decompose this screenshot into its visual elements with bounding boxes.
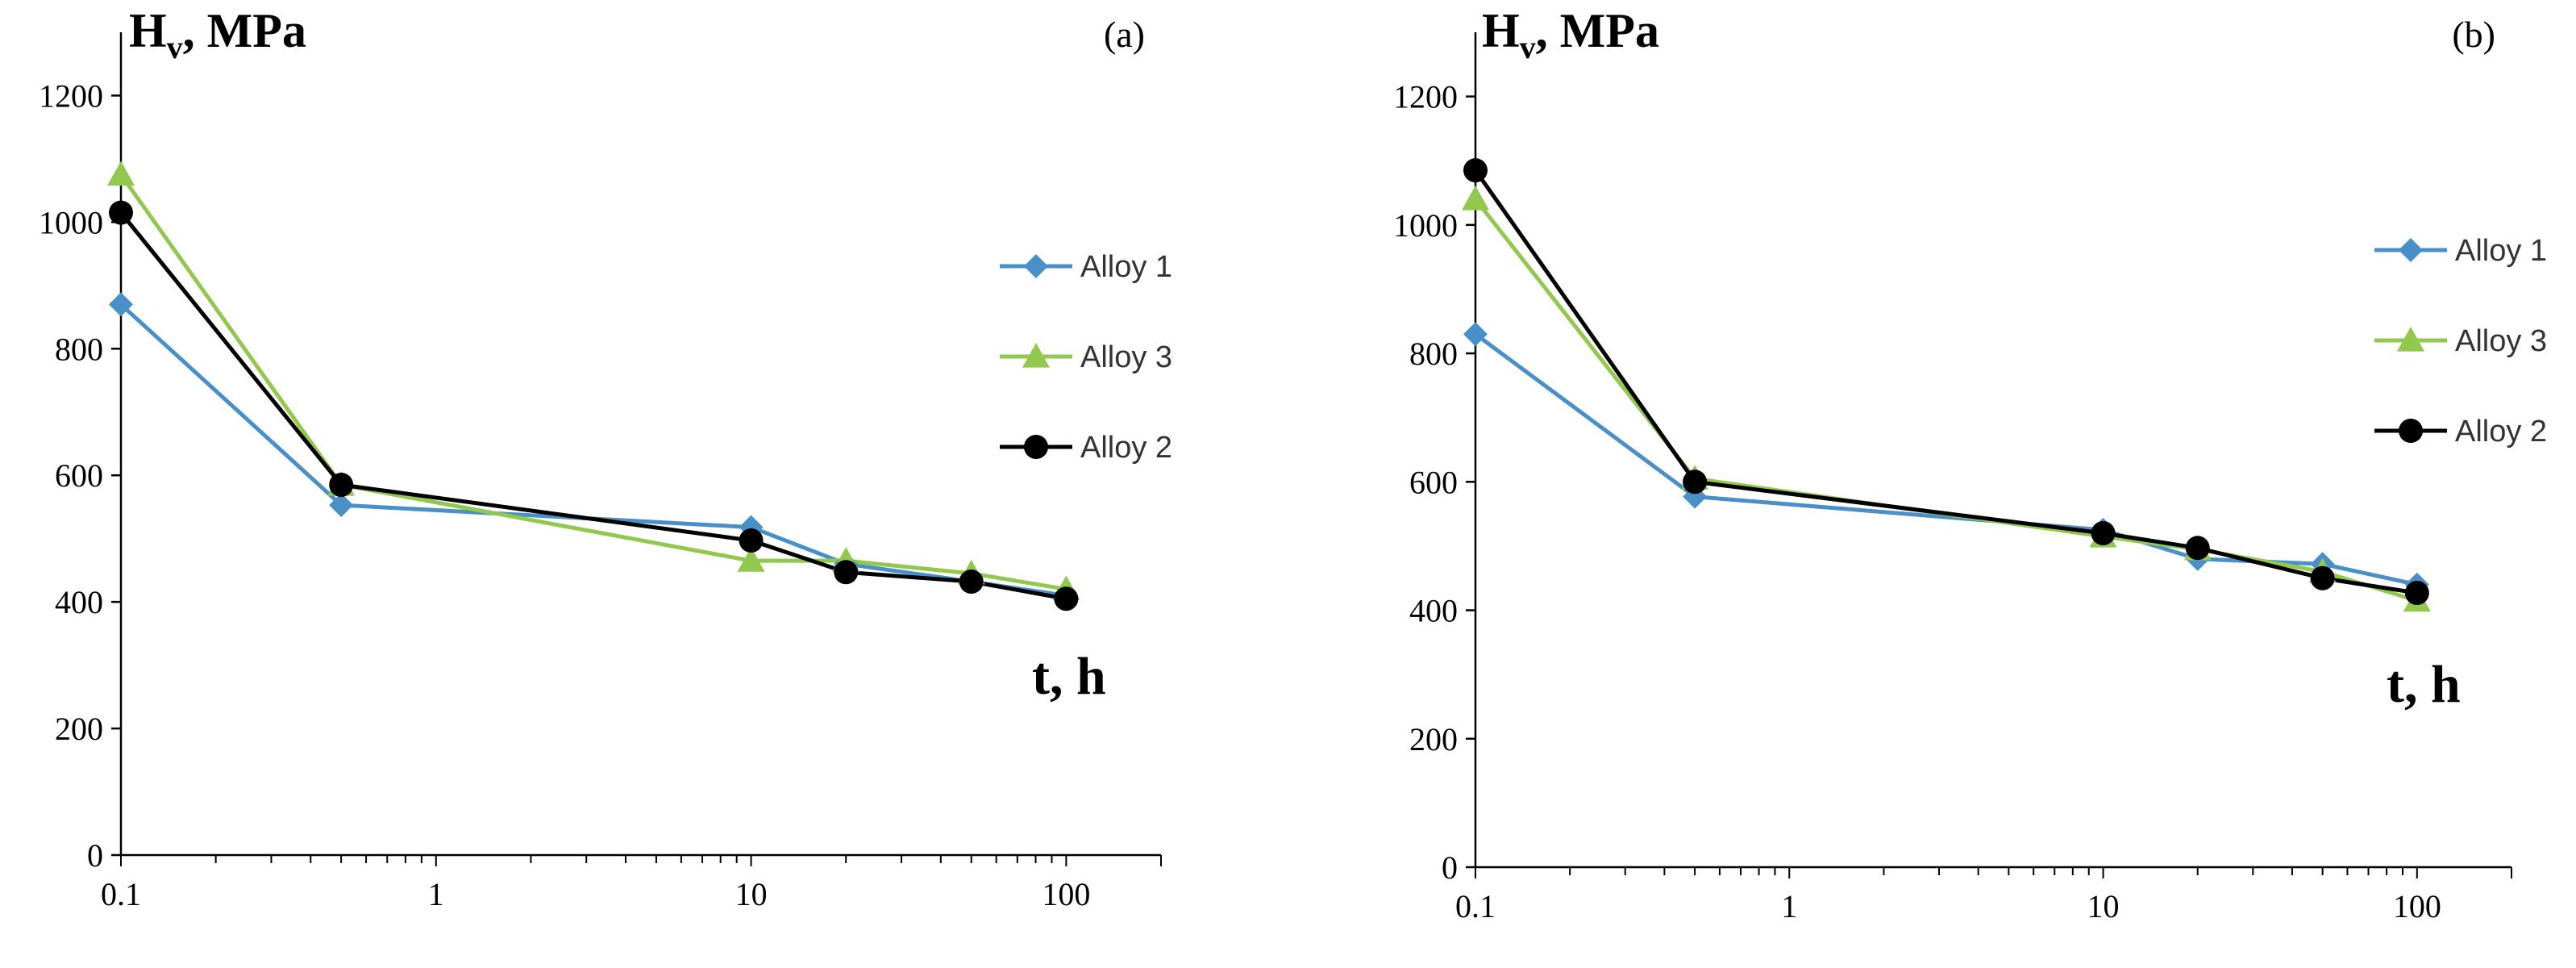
legend-label-alloy-1: Alloy 1 — [2455, 234, 2547, 268]
x-tick-label: 1 — [428, 876, 444, 912]
y-axis-label: Hv, MPa — [1482, 4, 1659, 65]
y-tick-label: 0 — [87, 837, 103, 874]
legend-marker-alloy-3 — [2397, 327, 2424, 352]
legend: Alloy 1 Alloy 3 Alloy 2 — [1000, 250, 1172, 465]
series-line-alloy-3 — [119, 173, 1067, 591]
x-tick-label: 100 — [1042, 876, 1090, 912]
data-point-alloy-2 — [2091, 521, 2116, 545]
data-point-alloy-2 — [1683, 469, 1708, 494]
data-point-alloy-3 — [107, 161, 135, 186]
y-tick-label: 400 — [1409, 593, 1458, 629]
y-tick-label: 1200 — [1393, 79, 1458, 115]
legend-marker-alloy-3 — [1022, 343, 1050, 368]
chart-panel-b: 0 200 400 600 800 1000 1200 0.1 1 10 100 Hv, MPa t, … — [1393, 4, 2547, 924]
x-tick-label: 100 — [2393, 888, 2441, 924]
y-axis-label-unit: , MPa — [183, 4, 306, 57]
data-point-alloy-2 — [329, 473, 354, 497]
legend-marker-alloy-1 — [1024, 254, 1048, 278]
y-tick-label: 200 — [55, 711, 103, 747]
data-point-alloy-2 — [959, 570, 984, 595]
data-point-alloy-2 — [739, 528, 764, 553]
y-tick-label: 800 — [55, 331, 103, 367]
data-point-alloy-2 — [109, 200, 133, 225]
data-point-alloy-1 — [329, 493, 354, 518]
data-point-alloy-2 — [1054, 586, 1079, 611]
legend-marker-alloy-1 — [2399, 238, 2423, 262]
data-point-alloy-3 — [1462, 186, 1489, 211]
series-line-alloy-2 — [119, 211, 1067, 601]
data-point-alloy-2 — [1463, 158, 1488, 183]
data-point-alloy-2 — [2310, 565, 2335, 590]
x-tick-label: 10 — [2087, 888, 2120, 924]
data-point-alloy-3 — [737, 547, 765, 572]
x-tick-label: 0.1 — [1455, 888, 1496, 924]
panel-label: (a) — [1104, 14, 1145, 55]
y-axis-label-main: H — [1482, 4, 1520, 57]
legend-label-alloy-3: Alloy 3 — [1080, 340, 1172, 374]
y-axis-label-sub: v — [167, 29, 183, 65]
series-line-alloy-2 — [1473, 169, 2418, 595]
x-axis-label: t, h — [1032, 647, 1106, 706]
series-line-alloy-3 — [1474, 198, 2418, 603]
series-line-alloy-1 — [119, 302, 1067, 598]
y-tick-label: 600 — [1409, 464, 1458, 500]
y-axis-label-main: H — [129, 4, 167, 57]
y-axis-label: Hv, MPa — [129, 4, 306, 65]
y-tick-label: 800 — [1409, 336, 1458, 372]
y-tick-label: 400 — [55, 584, 103, 620]
y-tick-label: 200 — [1409, 721, 1458, 757]
data-point-alloy-2 — [834, 560, 859, 585]
panel-label: (b) — [2452, 14, 2495, 55]
data-point-alloy-2 — [2185, 536, 2210, 561]
x-tick-label: 0.1 — [101, 876, 141, 912]
y-tick-label: 1000 — [1393, 207, 1458, 244]
y-axis-label-sub: v — [1520, 29, 1536, 65]
x-tick-label: 10 — [735, 876, 768, 912]
y-tick-label: 1200 — [39, 77, 103, 114]
x-axis-label: t, h — [2387, 655, 2461, 714]
y-tick-label: 600 — [55, 457, 103, 494]
y-tick-label: 1000 — [39, 204, 103, 240]
legend-label-alloy-2: Alloy 2 — [1080, 431, 1172, 465]
data-point-alloy-2 — [2404, 581, 2429, 606]
legend-label-alloy-1: Alloy 1 — [1080, 250, 1172, 284]
y-axis-label-unit: , MPa — [1536, 4, 1659, 57]
legend-label-alloy-3: Alloy 3 — [2455, 324, 2547, 358]
data-point-alloy-1 — [1463, 322, 1488, 347]
y-tick-label: 0 — [1442, 849, 1458, 886]
legend-marker-alloy-2 — [1024, 435, 1048, 459]
legend-marker-alloy-2 — [2399, 419, 2423, 443]
legend: Alloy 1 Alloy 3 Alloy 2 — [2374, 234, 2547, 449]
chart-panel-a: 0 200 400 600 800 1000 1200 0.1 1 10 100 Hv, MPa t, … — [39, 4, 1172, 912]
legend-label-alloy-2: Alloy 2 — [2455, 415, 2547, 449]
x-tick-label: 1 — [1781, 888, 1797, 924]
data-point-alloy-1 — [109, 292, 133, 317]
